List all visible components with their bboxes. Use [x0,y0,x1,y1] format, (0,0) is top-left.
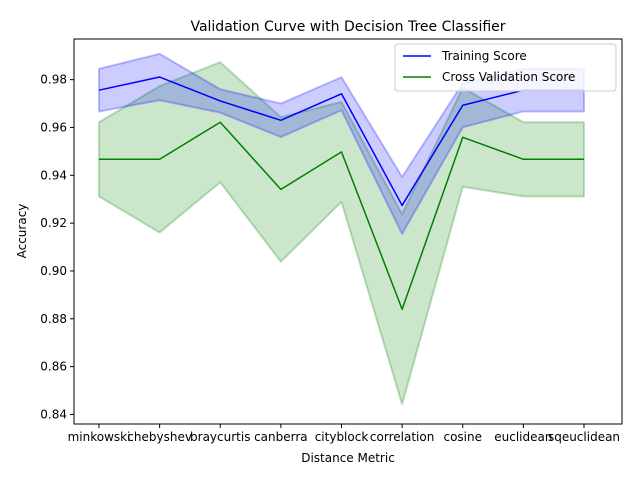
x-axis-label: Distance Metric [301,451,395,465]
x-tick-label: braycurtis [190,430,250,444]
cross-validation-score-band [98,61,585,406]
training-score-band [98,52,585,235]
y-axis: 0.84 0.86 0.88 0.90 0.92 0.94 0.96 0.98 [40,73,74,421]
chart-title: Validation Curve with Decision Tree Clas… [190,19,505,35]
confidence-bands [98,52,585,406]
legend: Training Score Cross Validation Score [394,43,617,92]
y-tick-label: 0.86 [40,360,67,374]
x-tick-label: sqeuclidean [548,430,620,444]
legend-label-cross-validation-score: Cross Validation Score [442,70,575,84]
x-tick-label: cosine [443,430,482,444]
y-axis-label: Accuracy [15,204,29,259]
x-tick-label: canberra [254,430,308,444]
legend-label-training-score: Training Score [441,49,527,63]
x-tick-label: chebyshev [127,430,192,444]
y-tick-label: 0.88 [40,312,67,326]
y-tick-label: 0.84 [40,407,67,421]
legend-box [394,43,617,92]
plot-frame [73,38,623,425]
y-tick-label: 0.94 [40,168,67,182]
series-lines [98,76,584,310]
x-tick-label: euclidean [494,430,552,444]
y-tick-label: 0.98 [40,73,67,87]
training-score-line [98,76,584,207]
x-tick-label: cityblock [315,430,369,444]
cross-validation-score-line [99,121,584,310]
y-tick-label: 0.96 [40,120,67,134]
x-tick-label: correlation [370,430,434,444]
y-tick-label: 0.92 [40,216,67,230]
y-tick-label: 0.90 [40,264,67,278]
x-tick-label: minkowski [68,430,131,444]
